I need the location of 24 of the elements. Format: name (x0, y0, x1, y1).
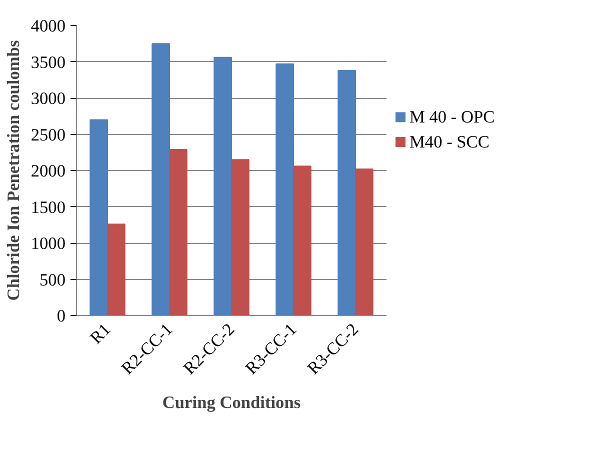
bar (355, 168, 374, 316)
bar (338, 70, 356, 316)
y-tick-label: 4000 (30, 16, 66, 36)
y-tick-label: 2500 (30, 125, 66, 144)
y-tick-label: 3500 (30, 52, 66, 72)
y-tick-label: 1500 (30, 198, 66, 217)
legend-label: M40 - SCC (410, 132, 490, 152)
bar (214, 56, 232, 316)
y-tick-label: 3000 (30, 89, 66, 108)
bar (293, 166, 312, 316)
bar (152, 43, 170, 316)
bar (231, 159, 250, 316)
y-axis-title: Chloride Ion Penetration coulombs (4, 40, 23, 301)
y-tick-label: 2000 (30, 162, 66, 180)
y-tick-label: 0 (56, 306, 66, 326)
y-tick-label: 500 (40, 270, 66, 290)
y-tick-label: 1000 (30, 234, 66, 253)
x-tick-label: R1 (86, 320, 114, 348)
bar (90, 119, 108, 316)
bar (276, 63, 294, 316)
bar (107, 224, 126, 316)
legend-label: M 40 - OPC (410, 108, 495, 127)
bar (169, 148, 188, 316)
x-axis-title: Curing Conditions (162, 392, 301, 412)
